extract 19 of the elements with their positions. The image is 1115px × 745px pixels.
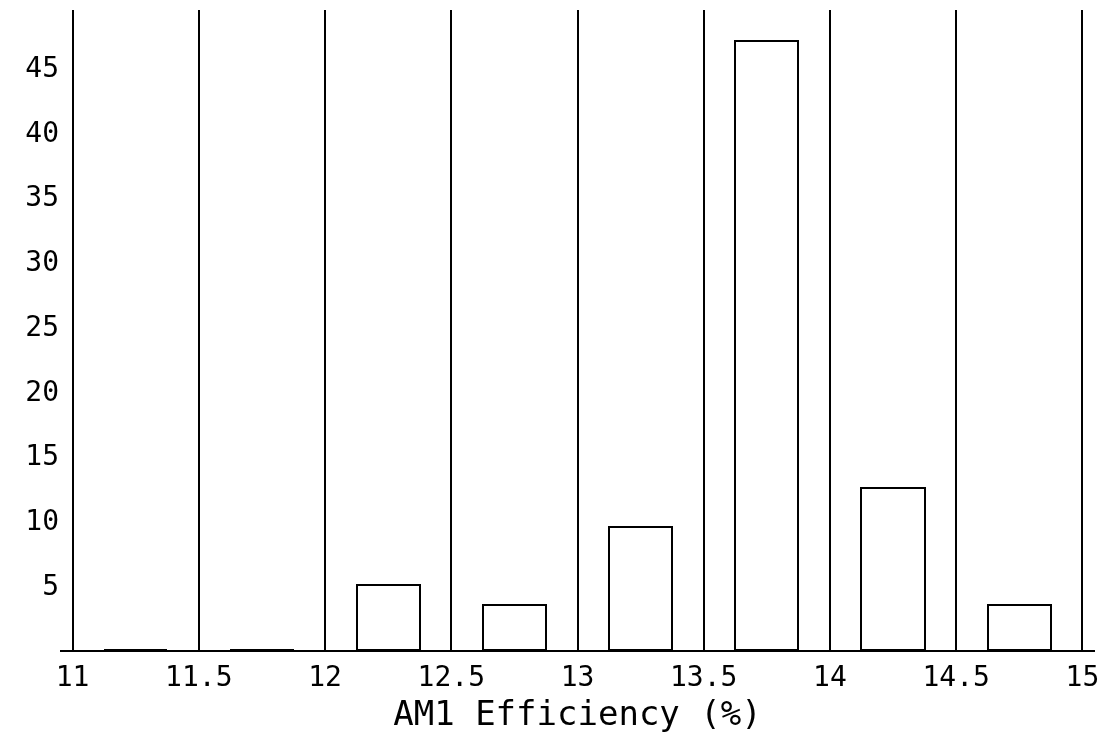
x-tick-label: 12.5 — [417, 659, 485, 693]
y-tick-label: 10 — [25, 504, 59, 538]
x-tick-label: 13 — [560, 659, 595, 693]
x-tick-label: 11 — [55, 659, 90, 693]
y-tick-label: 20 — [25, 374, 59, 408]
y-tick-label: 15 — [25, 439, 59, 473]
x-tick-label: 14.5 — [922, 659, 990, 693]
x-tick-label: 12 — [308, 659, 342, 693]
x-tick-label: 13.5 — [670, 659, 738, 693]
y-tick-label: 35 — [25, 180, 59, 214]
y-tick-label: 45 — [25, 50, 59, 84]
y-tick-label: 5 — [42, 569, 59, 603]
x-tick-label: 14 — [813, 659, 847, 693]
x-axis-title: AM1 Efficiency (%) — [393, 692, 762, 733]
y-tick-label: 30 — [25, 245, 59, 279]
y-tick-label: 40 — [25, 115, 59, 149]
y-tick-label: 25 — [25, 309, 59, 343]
x-tick-label: 15 — [1065, 659, 1100, 693]
x-tick-label: 11.5 — [165, 659, 233, 693]
